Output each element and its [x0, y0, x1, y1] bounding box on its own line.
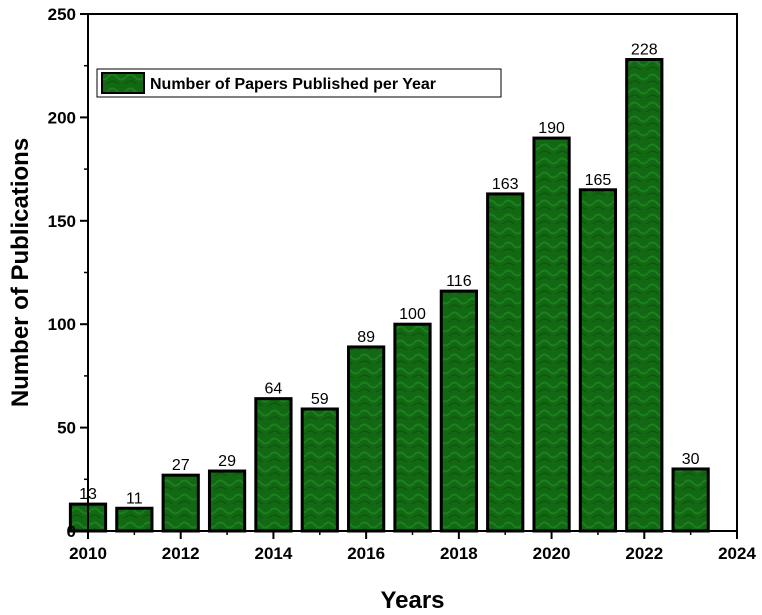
bar-2017 — [393, 322, 432, 533]
bar-2015 — [300, 407, 339, 533]
x-tick-label-2012: 2012 — [162, 544, 200, 563]
data-label-2012: 27 — [172, 457, 190, 474]
legend: Number of Papers Published per Year — [96, 68, 502, 98]
bar-2020 — [532, 136, 571, 533]
data-label-2022: 228 — [631, 41, 658, 58]
y-tick-label-200: 200 — [48, 108, 76, 127]
data-label-2019: 163 — [492, 176, 519, 193]
data-label-2013: 29 — [218, 453, 236, 470]
data-label-2017: 100 — [399, 306, 426, 323]
bars-group — [68, 57, 710, 533]
legend-box — [96, 68, 502, 98]
bar-2019 — [486, 192, 525, 533]
x-tick-label-2018: 2018 — [440, 544, 478, 563]
x-tick-label-2016: 2016 — [347, 544, 385, 563]
bar-2014 — [254, 397, 293, 533]
x-tick-label-2020: 2020 — [533, 544, 571, 563]
bar-2021 — [578, 188, 618, 533]
data-label-2023: 30 — [682, 451, 700, 468]
y-axis-title: Number of Publications — [7, 138, 34, 407]
x-axis-ticks: 2010 2012 2014 2016 2018 2020 2022 2024 — [69, 531, 756, 563]
y-tick-label-50: 50 — [57, 419, 76, 438]
x-tick-label-2010: 2010 — [69, 544, 107, 563]
data-label-2021: 165 — [585, 172, 612, 189]
bar-2022 — [625, 57, 664, 533]
y-axis-ticks: 0 50 100 150 200 250 — [48, 5, 88, 541]
bar-2013 — [207, 469, 247, 533]
x-tick-label-2022: 2022 — [625, 544, 663, 563]
bar-2023 — [671, 467, 710, 533]
y-tick-label-150: 150 — [48, 212, 76, 231]
y-tick-label-250: 250 — [48, 5, 76, 24]
data-label-2016: 89 — [357, 329, 375, 346]
data-label-2015: 59 — [311, 391, 329, 408]
data-label-2014: 64 — [265, 381, 283, 398]
x-axis-title: Years — [380, 587, 444, 614]
bar-2011 — [115, 506, 154, 533]
y-tick-label-0: 0 — [67, 522, 76, 541]
bar-2018 — [439, 289, 478, 533]
data-label-2011: 11 — [126, 490, 143, 507]
data-label-2018: 116 — [446, 273, 472, 290]
x-tick-label-2024: 2024 — [718, 544, 756, 563]
bar-2012 — [161, 473, 200, 533]
x-tick-label-2014: 2014 — [255, 544, 293, 563]
y-tick-label-100: 100 — [48, 315, 76, 334]
data-label-2020: 190 — [538, 120, 565, 137]
bar-2016 — [347, 345, 386, 533]
legend-swatch — [101, 72, 145, 94]
legend-label: Number of Papers Published per Year — [150, 76, 436, 93]
